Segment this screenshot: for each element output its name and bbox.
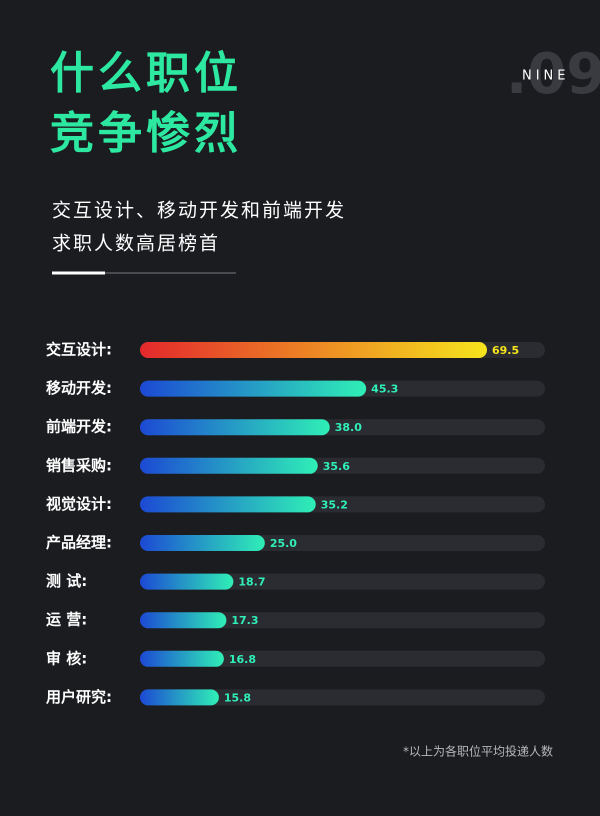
category-label: 销售采购: <box>46 456 112 474</box>
bar <box>140 380 367 397</box>
footnote: *以上为各职位平均投递人数 <box>403 744 553 759</box>
bar <box>140 573 234 590</box>
bar <box>140 612 227 629</box>
category-label: 测 试: <box>46 572 87 590</box>
title-line: 什么职位 <box>50 48 242 99</box>
bar <box>140 689 219 706</box>
value-label: 69.5 <box>492 344 519 357</box>
bar <box>140 650 224 667</box>
bar <box>140 457 318 474</box>
value-label: 25.0 <box>270 537 297 550</box>
category-label: 视觉设计: <box>46 495 112 513</box>
category-label: 审 核: <box>46 649 87 667</box>
subtitle-line: 求职人数高居榜首 <box>52 233 220 255</box>
category-label: 产品经理: <box>46 534 112 552</box>
bar-track <box>140 689 545 706</box>
value-label: 35.2 <box>321 498 348 511</box>
category-label: 前端开发: <box>46 418 112 436</box>
value-label: 35.6 <box>323 460 350 473</box>
value-label: 17.3 <box>231 614 258 627</box>
category-label: 移动开发: <box>46 379 112 397</box>
category-label: 交互设计: <box>46 341 112 359</box>
value-label: 38.0 <box>335 421 362 434</box>
bar-track <box>140 612 545 629</box>
bar <box>140 535 265 551</box>
title-line: 竞争惨烈 <box>50 108 242 159</box>
value-label: 16.8 <box>229 653 256 666</box>
category-label: 用户研究: <box>46 688 112 706</box>
section-label: NINE <box>522 69 570 84</box>
bar <box>140 419 330 436</box>
subtitle-line: 交互设计、移动开发和前端开发 <box>52 200 346 222</box>
value-label: 18.7 <box>238 576 265 589</box>
bar <box>140 342 487 358</box>
section-number: .09 <box>506 42 600 107</box>
bar <box>140 496 316 513</box>
value-label: 45.3 <box>371 383 398 396</box>
bar-track <box>140 573 545 590</box>
bar-track <box>140 650 545 667</box>
value-label: 15.8 <box>224 691 251 704</box>
category-label: 运 营: <box>46 611 87 629</box>
